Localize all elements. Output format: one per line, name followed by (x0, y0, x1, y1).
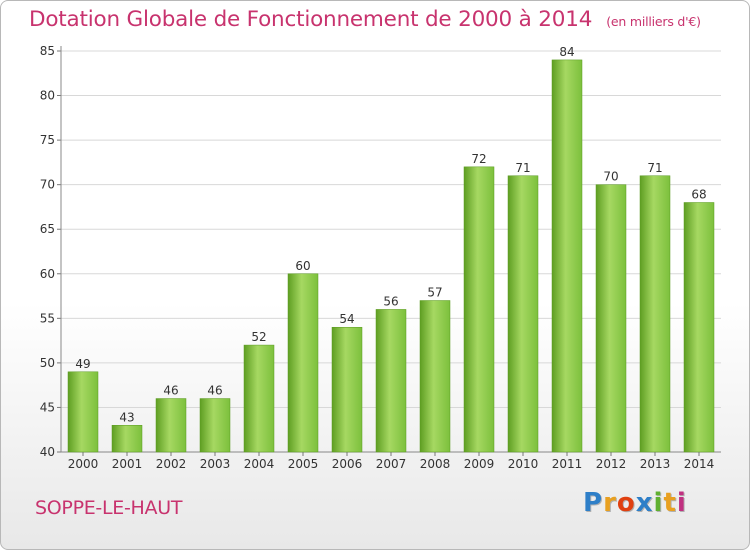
chart-title-text: Dotation Globale de Fonctionnement de 20… (29, 7, 593, 32)
y-tick-label: 65 (40, 222, 55, 236)
bar-value-label: 52 (251, 330, 266, 344)
bar (243, 344, 275, 453)
proxiti-logo: Proxiti (583, 488, 687, 518)
bar-value-label: 68 (691, 187, 706, 201)
y-tick-label: 80 (40, 89, 55, 103)
y-tick-label: 45 (40, 400, 55, 414)
bar-value-label: 60 (295, 259, 310, 273)
x-tick-label: 2013 (640, 457, 671, 471)
bar-value-label: 57 (427, 286, 442, 300)
bar-value-label: 84 (559, 45, 574, 59)
x-tick-label: 2009 (464, 457, 495, 471)
bars (67, 59, 715, 453)
chart-unit: (en milliers d'€) (606, 14, 701, 29)
x-tick-label: 2010 (508, 457, 539, 471)
x-tick-label: 2011 (552, 457, 583, 471)
bar-value-label: 43 (119, 410, 134, 424)
bar (375, 309, 407, 453)
bar (419, 300, 451, 453)
x-tick-label: 2014 (684, 457, 715, 471)
bar (67, 371, 99, 453)
bar-value-label: 56 (383, 294, 398, 308)
bar-value-label: 72 (471, 152, 486, 166)
x-tick-label: 2005 (288, 457, 319, 471)
x-tick-label: 2006 (332, 457, 363, 471)
bar (507, 175, 539, 453)
logo-letter: i (653, 488, 664, 518)
y-tick-label: 70 (40, 178, 55, 192)
bar-value-label: 70 (603, 170, 618, 184)
chart-title: Dotation Globale de Fonctionnement de 20… (29, 7, 701, 32)
x-tick-label: 2008 (420, 457, 451, 471)
commune-name: SOPPE-LE-HAUT (35, 497, 183, 519)
bar (595, 184, 627, 453)
y-tick-label: 75 (40, 133, 55, 147)
x-tick-label: 2004 (244, 457, 275, 471)
bar (111, 425, 143, 453)
logo-letter: P (583, 488, 604, 518)
x-tick-label: 2002 (156, 457, 187, 471)
y-tick-label: 55 (40, 311, 55, 325)
logo-letter: o (616, 488, 636, 518)
bar (287, 273, 319, 453)
bar (639, 175, 671, 453)
bar (155, 398, 187, 453)
bar-value-label: 71 (647, 161, 662, 175)
logo-letter: i (676, 488, 687, 518)
bar-value-label: 49 (75, 357, 90, 371)
x-tick-label: 2001 (112, 457, 143, 471)
bar-value-label: 46 (207, 384, 222, 398)
bar (683, 202, 715, 453)
bar-value-label: 71 (515, 161, 530, 175)
logo-letter: r (603, 488, 617, 518)
bar (551, 59, 583, 453)
y-tick-label: 60 (40, 267, 55, 281)
y-tick-label: 85 (40, 44, 55, 58)
x-tick-label: 2003 (200, 457, 231, 471)
x-tick-label: 2007 (376, 457, 407, 471)
bar (463, 166, 495, 453)
x-tick-label: 2000 (68, 457, 99, 471)
axes: 40 45 50 55 60 65 70 75 80 85 2000 2001 2002 2003 2004… (40, 44, 721, 471)
logo-letter: t (663, 488, 677, 518)
bar (199, 398, 231, 453)
logo-letter: x (635, 488, 654, 518)
bar-value-label: 54 (339, 312, 354, 326)
value-labels: 49 43 46 46 52 60 54 56 57 72 71 84 70 71 68 (75, 45, 706, 424)
y-tick-label: 40 (40, 445, 55, 459)
x-tick-label: 2012 (596, 457, 627, 471)
bar (331, 326, 363, 453)
bar-value-label: 46 (163, 384, 178, 398)
y-tick-label: 50 (40, 356, 55, 370)
